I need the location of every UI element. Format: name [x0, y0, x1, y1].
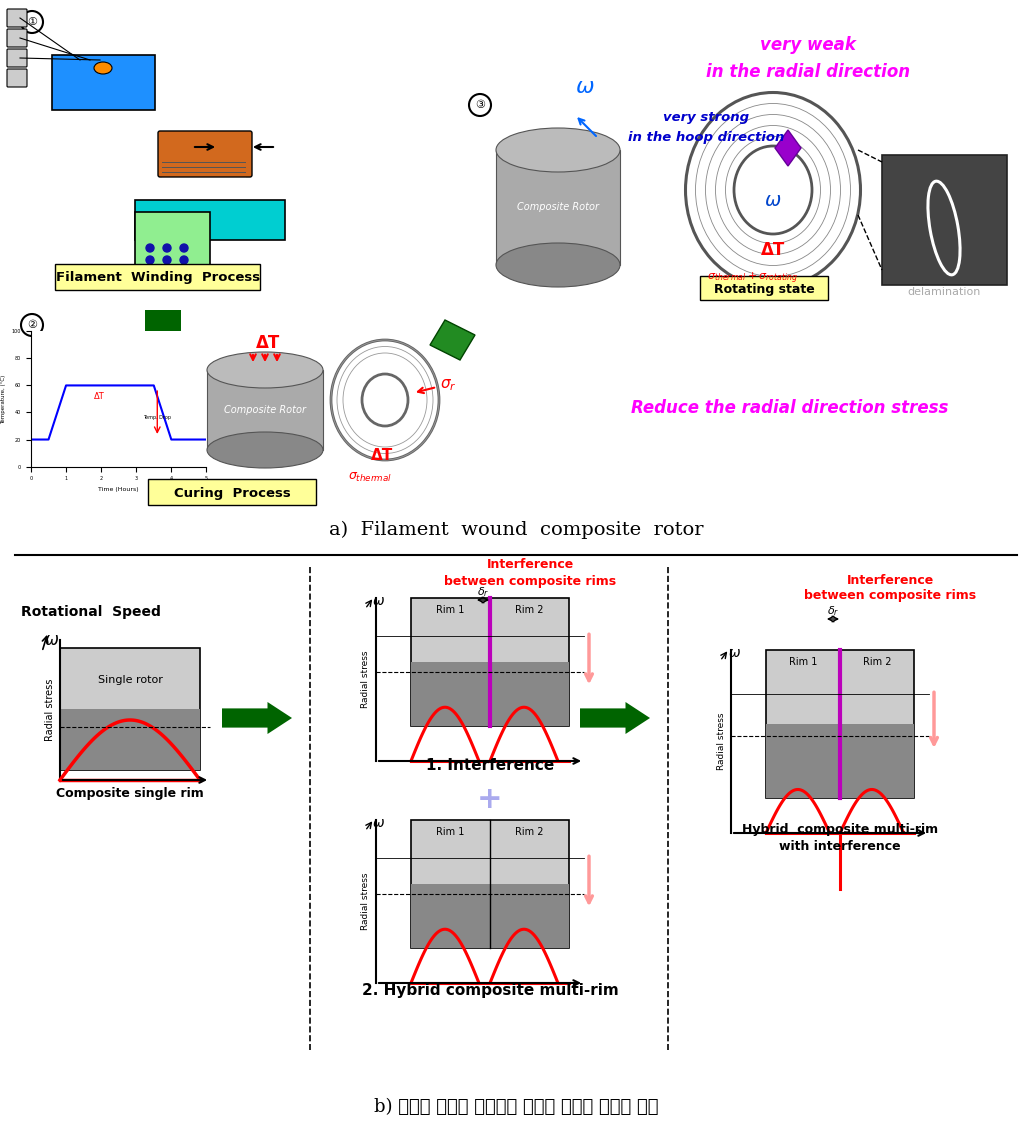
FancyBboxPatch shape — [7, 69, 27, 87]
Polygon shape — [60, 709, 200, 770]
Circle shape — [180, 245, 188, 252]
Polygon shape — [411, 820, 569, 948]
Text: Curing  Process: Curing Process — [173, 487, 290, 499]
Polygon shape — [222, 702, 292, 734]
Polygon shape — [60, 648, 200, 770]
Text: ΔT: ΔT — [256, 334, 280, 352]
Text: ①: ① — [27, 17, 37, 27]
Circle shape — [180, 256, 188, 264]
Polygon shape — [766, 724, 914, 798]
Text: 2. Hybrid composite multi-rim: 2. Hybrid composite multi-rim — [361, 983, 618, 997]
FancyBboxPatch shape — [135, 212, 209, 270]
Ellipse shape — [94, 62, 112, 74]
Text: Single rotor: Single rotor — [98, 675, 162, 685]
Text: delamination: delamination — [907, 287, 980, 298]
Ellipse shape — [496, 243, 620, 287]
Text: Composite Rotor: Composite Rotor — [224, 405, 307, 415]
Polygon shape — [580, 702, 650, 734]
Text: very weak: very weak — [760, 36, 856, 54]
Text: Rim 1: Rim 1 — [437, 605, 464, 615]
Text: very strong: very strong — [663, 112, 749, 124]
Text: Rim 1: Rim 1 — [437, 827, 464, 837]
Text: Rotating state: Rotating state — [713, 283, 814, 295]
FancyBboxPatch shape — [882, 156, 1007, 285]
Polygon shape — [775, 130, 801, 166]
Text: $\delta_r$: $\delta_r$ — [477, 585, 489, 598]
Polygon shape — [135, 199, 285, 240]
Text: ③: ③ — [475, 100, 485, 110]
Text: Radial stress: Radial stress — [361, 650, 370, 708]
Text: $\omega$: $\omega$ — [44, 631, 60, 649]
Circle shape — [146, 256, 154, 264]
Text: Hybrid  composite multi-rim
with interference: Hybrid composite multi-rim with interfer… — [742, 823, 938, 853]
Text: Interference
between composite rims: Interference between composite rims — [444, 559, 616, 587]
Circle shape — [163, 245, 171, 252]
FancyBboxPatch shape — [55, 264, 260, 290]
Text: Composite single rim: Composite single rim — [56, 787, 204, 799]
Text: $\sigma_{thermal}$: $\sigma_{thermal}$ — [348, 471, 392, 485]
Text: Interference
between composite rims: Interference between composite rims — [804, 574, 976, 603]
Polygon shape — [207, 370, 323, 450]
Polygon shape — [52, 55, 155, 110]
Text: in the radial direction: in the radial direction — [706, 63, 910, 81]
Text: 1. Interference: 1. Interference — [426, 757, 554, 772]
Text: Filament  Winding  Process: Filament Winding Process — [56, 272, 260, 284]
Text: +: + — [477, 786, 503, 815]
Text: in the hoop direction: in the hoop direction — [627, 132, 784, 144]
Ellipse shape — [207, 352, 323, 388]
Text: $\omega$: $\omega$ — [728, 646, 741, 660]
Ellipse shape — [362, 374, 408, 426]
Text: Reduce the radial direction stress: Reduce the radial direction stress — [632, 399, 948, 417]
Polygon shape — [411, 884, 569, 948]
Text: Rim 1: Rim 1 — [788, 657, 817, 667]
Text: ②: ② — [27, 320, 37, 330]
Text: Radial stress: Radial stress — [361, 872, 370, 930]
Ellipse shape — [734, 147, 812, 234]
Text: $\omega$: $\omega$ — [765, 190, 781, 210]
Text: $\omega$: $\omega$ — [373, 594, 386, 607]
Text: $\sigma_{thermal}+\sigma_{rotating}$: $\sigma_{thermal}+\sigma_{rotating}$ — [707, 270, 799, 286]
Text: Radial stress: Radial stress — [45, 678, 55, 742]
Text: Rotational  Speed: Rotational Speed — [21, 605, 161, 619]
Text: $\omega$: $\omega$ — [373, 816, 386, 829]
Polygon shape — [411, 662, 569, 726]
Text: ΔT: ΔT — [370, 449, 393, 463]
Polygon shape — [430, 320, 475, 360]
Polygon shape — [496, 150, 620, 265]
FancyBboxPatch shape — [148, 479, 316, 505]
Text: Rim 2: Rim 2 — [515, 827, 544, 837]
Ellipse shape — [496, 128, 620, 172]
Text: Radial stress: Radial stress — [716, 712, 725, 770]
Text: Composite Rotor: Composite Rotor — [517, 203, 599, 213]
Circle shape — [163, 256, 171, 264]
Ellipse shape — [207, 432, 323, 468]
FancyBboxPatch shape — [700, 276, 828, 300]
FancyBboxPatch shape — [7, 29, 27, 47]
Text: a)  Filament  wound  composite  rotor: a) Filament wound composite rotor — [329, 521, 703, 539]
Polygon shape — [766, 650, 914, 798]
FancyBboxPatch shape — [7, 9, 27, 27]
Circle shape — [146, 245, 154, 252]
Text: b) 복합재 로터의 반경방향 응력을 줄이는 다양한 방법: b) 복합재 로터의 반경방향 응력을 줄이는 다양한 방법 — [374, 1098, 658, 1116]
Polygon shape — [411, 598, 569, 726]
Text: Rim 2: Rim 2 — [515, 605, 544, 615]
FancyBboxPatch shape — [7, 48, 27, 66]
Text: $\delta_r$: $\delta_r$ — [827, 604, 839, 618]
FancyBboxPatch shape — [158, 131, 252, 177]
Text: $\omega$: $\omega$ — [575, 77, 594, 97]
Text: Rim 2: Rim 2 — [863, 657, 892, 667]
Text: ΔT: ΔT — [761, 241, 785, 259]
Polygon shape — [131, 310, 195, 380]
Text: $\sigma_r$: $\sigma_r$ — [440, 378, 456, 393]
